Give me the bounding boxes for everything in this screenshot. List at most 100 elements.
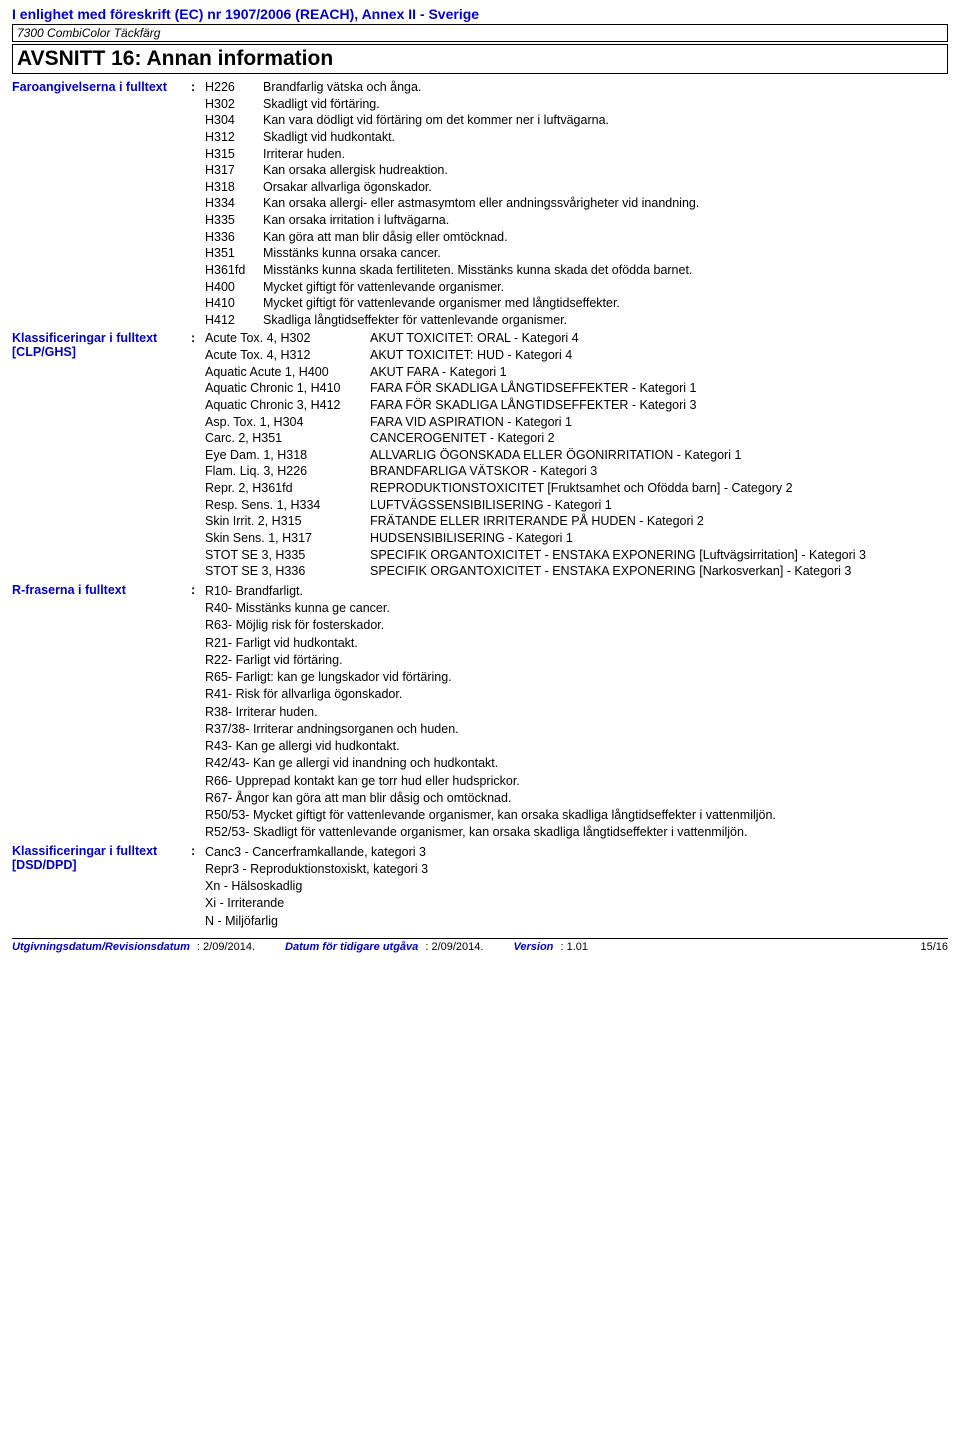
clp-desc: BRANDFARLIGA VÄTSKOR - Kategori 3 [370,464,948,480]
hazard-code: H400 [205,280,263,296]
hazard-item: H304Kan vara dödligt vid förtäring om de… [205,113,948,129]
dsd-line: N - Miljöfarlig [205,913,948,929]
clp-item: Flam. Liq. 3, H226BRANDFARLIGA VÄTSKOR -… [205,464,948,480]
rphrase-line: R40- Misstänks kunna ge cancer. [205,600,948,616]
clp-desc: LUFTVÄGSSENSIBILISERING - Kategori 1 [370,498,948,514]
hazard-item: H315Irriterar huden. [205,147,948,163]
clp-desc: REPRODUKTIONSTOXICITET [Fruktsamhet och … [370,481,948,497]
clp-code: Repr. 2, H361fd [205,481,370,497]
clp-item: Acute Tox. 4, H302AKUT TOXICITET: ORAL -… [205,331,948,347]
clp-item: Aquatic Acute 1, H400AKUT FARA - Kategor… [205,365,948,381]
clp-content: Acute Tox. 4, H302AKUT TOXICITET: ORAL -… [205,331,948,580]
hazard-item: H302Skadligt vid förtäring. [205,97,948,113]
clp-code: Resp. Sens. 1, H334 [205,498,370,514]
hazard-code: H412 [205,313,263,329]
clp-desc: SPECIFIK ORGANTOXICITET - ENSTAKA EXPONE… [370,548,948,564]
hazard-desc: Skadligt vid hudkontakt. [263,130,948,146]
clp-item: Skin Irrit. 2, H315FRÄTANDE ELLER IRRITE… [205,514,948,530]
clp-item: Aquatic Chronic 3, H412FARA FÖR SKADLIGA… [205,398,948,414]
hazard-desc: Kan göra att man blir dåsig eller omtöck… [263,230,948,246]
clp-desc: AKUT TOXICITET: HUD - Kategori 4 [370,348,948,364]
footer-rev-val: : 2/09/2014. [197,941,255,953]
clp-desc: FARA FÖR SKADLIGA LÅNGTIDSEFFEKTER - Kat… [370,398,948,414]
hazard-code: H318 [205,180,263,196]
hazard-item: H312Skadligt vid hudkontakt. [205,130,948,146]
footer-ver-label: Version [513,941,553,953]
rphrase-line: R38- Irriterar huden. [205,704,948,720]
dsd-content: Canc3 - Cancerframkallande, kategori 3Re… [205,844,948,930]
hazard-code: H315 [205,147,263,163]
rphrase-line: R21- Farligt vid hudkontakt. [205,635,948,651]
clp-item: Skin Sens. 1, H317HUDSENSIBILISERING - K… [205,531,948,547]
hazard-row: Faroangivelserna i fulltext : H226Brandf… [12,80,948,329]
hazard-desc: Kan orsaka allergisk hudreaktion. [263,163,948,179]
clp-item: STOT SE 3, H335SPECIFIK ORGANTOXICITET -… [205,548,948,564]
colon: : [191,844,205,858]
clp-desc: ALLVARLIG ÖGONSKADA ELLER ÖGONIRRITATION… [370,448,948,464]
regulation-header: I enlighet med föreskrift (EC) nr 1907/2… [12,6,948,22]
hazard-desc: Skadligt vid förtäring. [263,97,948,113]
rphrase-line: R42/43- Kan ge allergi vid inandning och… [205,755,948,771]
rphrase-line: R43- Kan ge allergi vid hudkontakt. [205,738,948,754]
hazard-code: H336 [205,230,263,246]
hazard-desc: Orsakar allvarliga ögonskador. [263,180,948,196]
hazard-content: H226Brandfarlig vätska och ånga.H302Skad… [205,80,948,329]
product-name: 7300 CombiColor Täckfärg [12,24,948,42]
colon: : [191,80,205,94]
dsd-line: Xi - Irriterande [205,895,948,911]
hazard-label: Faroangivelserna i fulltext [12,80,191,94]
rphrase-line: R63- Möjlig risk för fosterskador. [205,617,948,633]
hazard-desc: Kan vara dödligt vid förtäring om det ko… [263,113,948,129]
rphrase-line: R22- Farligt vid förtäring. [205,652,948,668]
colon: : [191,331,205,345]
hazard-desc: Mycket giftigt för vattenlevande organis… [263,296,948,312]
section-title: AVSNITT 16: Annan information [17,47,943,71]
dsd-row: Klassificeringar i fulltext [DSD/DPD] : … [12,844,948,930]
rphrase-line: R41- Risk för allvarliga ögonskador. [205,686,948,702]
hazard-item: H226Brandfarlig vätska och ånga. [205,80,948,96]
clp-item: Repr. 2, H361fdREPRODUKTIONSTOXICITET [F… [205,481,948,497]
rphrase-line: R66- Upprepad kontakt kan ge torr hud el… [205,773,948,789]
clp-desc: FARA VID ASPIRATION - Kategori 1 [370,415,948,431]
clp-code: Asp. Tox. 1, H304 [205,415,370,431]
clp-code: STOT SE 3, H336 [205,564,370,580]
clp-item: Aquatic Chronic 1, H410FARA FÖR SKADLIGA… [205,381,948,397]
footer-ver-val: : 1.01 [560,941,588,953]
clp-desc: FRÄTANDE ELLER IRRITERANDE PÅ HUDEN - Ka… [370,514,948,530]
colon: : [191,583,205,597]
dsd-label: Klassificeringar i fulltext [DSD/DPD] [12,844,191,872]
hazard-code: H334 [205,196,263,212]
clp-code: Aquatic Acute 1, H400 [205,365,370,381]
clp-label: Klassificeringar i fulltext [CLP/GHS] [12,331,191,359]
footer-prev-label: Datum för tidigare utgåva [285,941,418,953]
hazard-code: H312 [205,130,263,146]
rphrase-line: R67- Ångor kan göra att man blir dåsig o… [205,790,948,806]
clp-code: Carc. 2, H351 [205,431,370,447]
clp-code: STOT SE 3, H335 [205,548,370,564]
rphrase-line: R65- Farligt: kan ge lungskador vid fört… [205,669,948,685]
clp-item: Asp. Tox. 1, H304FARA VID ASPIRATION - K… [205,415,948,431]
dsd-line: Xn - Hälsoskadlig [205,878,948,894]
clp-code: Acute Tox. 4, H312 [205,348,370,364]
rphrase-line: R50/53- Mycket giftigt för vattenlevande… [205,807,948,823]
clp-item: Carc. 2, H351CANCEROGENITET - Kategori 2 [205,431,948,447]
footer-page: 15/16 [920,941,948,953]
hazard-item: H334Kan orsaka allergi- eller astmasymto… [205,196,948,212]
hazard-item: H318Orsakar allvarliga ögonskador. [205,180,948,196]
clp-desc: FARA FÖR SKADLIGA LÅNGTIDSEFFEKTER - Kat… [370,381,948,397]
clp-row: Klassificeringar i fulltext [CLP/GHS] : … [12,331,948,580]
hazard-code: H351 [205,246,263,262]
clp-item: Resp. Sens. 1, H334LUFTVÄGSSENSIBILISERI… [205,498,948,514]
hazard-desc: Misstänks kunna orsaka cancer. [263,246,948,262]
clp-code: Aquatic Chronic 1, H410 [205,381,370,397]
hazard-code: H410 [205,296,263,312]
hazard-code: H226 [205,80,263,96]
hazard-item: H336Kan göra att man blir dåsig eller om… [205,230,948,246]
clp-desc: CANCEROGENITET - Kategori 2 [370,431,948,447]
rphrase-line: R10- Brandfarligt. [205,583,948,599]
hazard-desc: Brandfarlig vätska och ånga. [263,80,948,96]
clp-code: Eye Dam. 1, H318 [205,448,370,464]
rphrase-line: R37/38- Irriterar andningsorganen och hu… [205,721,948,737]
hazard-code: H304 [205,113,263,129]
hazard-desc: Misstänks kunna skada fertiliteten. Miss… [263,263,948,279]
